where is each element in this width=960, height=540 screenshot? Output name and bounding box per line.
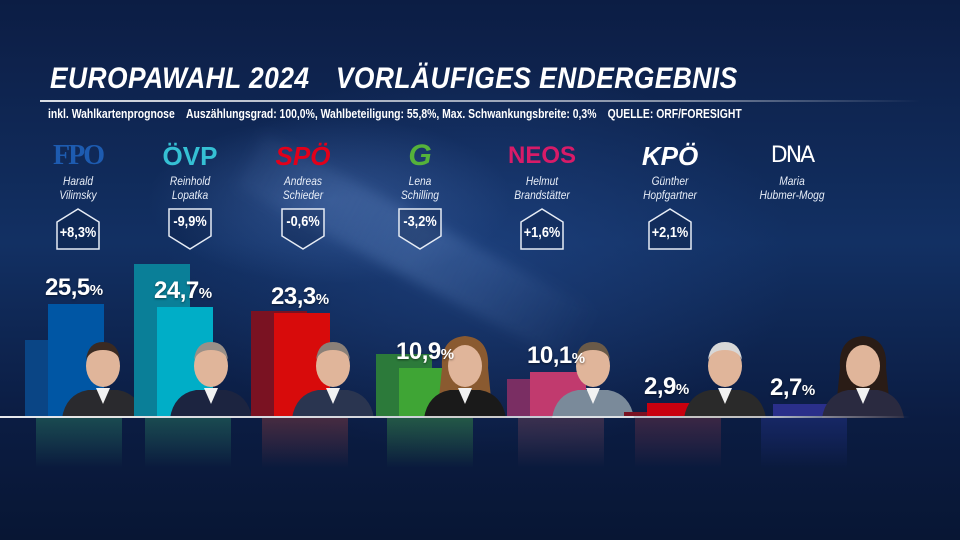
party-logo-fp: FPO [53, 140, 105, 171]
change-value: -9,9% [173, 213, 207, 230]
result-value: 10,9 [396, 338, 441, 366]
arrow-up-icon [648, 208, 692, 250]
percent-sign: % [198, 285, 213, 303]
change-value: +2,1% [651, 224, 689, 241]
change-value: +1,6% [523, 224, 561, 241]
party-logo-grne: G [408, 139, 432, 172]
candidate-name: Günther Hopfgartner [623, 174, 717, 202]
candidate-photo-sp [292, 342, 374, 418]
subtitle-source: QUELLE: ORF/FORESIGHT [607, 106, 742, 121]
percent-sign: % [801, 382, 816, 400]
result-label-dna: 2,7% [770, 374, 815, 402]
title-divider [40, 100, 920, 102]
change-badge: +8,3% [53, 208, 103, 250]
title-result-type: VORLÄUFIGES ENDERGEBNIS [335, 62, 738, 95]
candidate-last-name: Hopfgartner [643, 188, 697, 202]
candidate-name: Lena Schilling [373, 174, 467, 202]
candidate-photo-vp [170, 342, 252, 418]
percent-sign: % [571, 349, 586, 367]
change-badge: -9,9% [165, 208, 215, 250]
candidate-name: Andreas Schieder [256, 174, 350, 202]
candidate-photo-dna [822, 336, 904, 418]
result-value: 23,3 [271, 283, 316, 311]
candidate-first-name: Lena [408, 174, 432, 188]
result-label-kp: 2,9% [644, 373, 689, 401]
subtitle: inkl. Wahlkartenprognose Auszählungsgrad:… [48, 106, 753, 121]
candidate-photo-kp [684, 342, 766, 418]
arrow-down-icon [168, 208, 212, 250]
candidate-photo-fp [62, 342, 144, 418]
result-value: 24,7 [154, 277, 199, 305]
change-badge: +1,6% [517, 208, 567, 250]
candidate-first-name: Maria [779, 174, 805, 188]
bar-reflection-kp [635, 418, 721, 468]
candidate-last-name: Lopatka [171, 188, 209, 202]
party-column-neos: NEOS Helmut Brandstätter +1,6% [487, 140, 597, 250]
change-badge: -3,2% [395, 208, 445, 250]
bar-reflection-sp [262, 418, 348, 468]
party-column-vp: ÖVP Reinhold Lopatka -9,9% [135, 140, 245, 250]
party-logo-vp: ÖVP [162, 141, 218, 171]
candidate-last-name: Brandstätter [514, 188, 570, 202]
candidate-name: Reinhold Lopatka [143, 174, 237, 202]
candidate-last-name: Schieder [282, 188, 324, 202]
change-value: +8,3% [59, 224, 97, 241]
party-column-fp: FPO Harald Vilimsky +8,3% [23, 140, 133, 250]
percent-sign: % [440, 346, 455, 364]
party-column-sp: SPÖ Andreas Schieder -0,6% [248, 140, 358, 250]
candidate-last-name: Hubmer-Mogg [759, 188, 825, 202]
arrow-down-icon [281, 208, 325, 250]
page-title: EUROPAWAHL 2024 VORLÄUFIGES ENDERGEBNIS [50, 62, 738, 96]
change-value: -3,2% [403, 213, 437, 230]
result-value: 10,1 [527, 341, 572, 369]
result-value: 2,9 [644, 373, 676, 401]
party-logo-dna: DNA [770, 143, 815, 168]
change-badge: +2,1% [645, 208, 695, 250]
arrow-up-icon [56, 208, 100, 250]
party-logo-kp: KPÖ [641, 141, 699, 171]
candidate-first-name: Reinhold [169, 174, 211, 188]
party-logo-neos: NEOS [507, 142, 576, 169]
candidate-last-name: Schilling [400, 188, 439, 202]
candidate-last-name: Vilimsky [59, 188, 97, 202]
candidate-first-name: Harald [62, 174, 94, 188]
subtitle-stats: Auszählungsgrad: 100,0%, Wahlbeteiligung… [185, 106, 597, 121]
bar-reflection-neos [518, 418, 604, 468]
chart-baseline [0, 416, 910, 418]
result-label-fp: 25,5% [45, 274, 103, 302]
percent-sign: % [675, 381, 690, 399]
percent-sign: % [315, 291, 330, 309]
arrow-down-icon [398, 208, 442, 250]
candidate-first-name: Günther [651, 174, 689, 188]
party-column-grne: G Lena Schilling -3,2% [365, 140, 475, 250]
bar-reflection-fp [36, 418, 122, 468]
candidate-name: Helmut Brandstätter [495, 174, 589, 202]
result-label-sp: 23,3% [271, 283, 329, 311]
party-column-kp: KPÖ Günther Hopfgartner +2,1% [615, 140, 725, 250]
candidate-first-name: Helmut [525, 174, 559, 188]
arrow-up-icon [520, 208, 564, 250]
subtitle-note: inkl. Wahlkartenprognose [48, 106, 175, 121]
party-column-dna: DNA Maria Hubmer-Mogg [737, 140, 847, 202]
candidate-first-name: Andreas [283, 174, 322, 188]
change-value: -0,6% [286, 213, 320, 230]
result-label-neos: 10,1% [527, 342, 585, 370]
result-label-grne: 10,9% [396, 338, 454, 366]
party-logo-sp: SPÖ [275, 141, 331, 171]
candidate-name: Maria Hubmer-Mogg [745, 174, 839, 202]
result-value: 25,5 [45, 273, 90, 301]
candidate-name: Harald Vilimsky [31, 174, 125, 202]
percent-sign: % [89, 281, 104, 299]
result-label-vp: 24,7% [154, 277, 212, 305]
bar-reflection-grne [387, 418, 473, 468]
bar-reflection-dna [761, 418, 847, 468]
bar-reflection-vp [145, 418, 231, 468]
result-value: 2,7 [770, 374, 802, 402]
title-election: EUROPAWAHL 2024 [50, 62, 310, 95]
candidate-photo-neos [552, 342, 634, 418]
bar-result-dna [773, 404, 829, 416]
candidate-photo-grne [424, 336, 506, 418]
change-badge: -0,6% [278, 208, 328, 250]
